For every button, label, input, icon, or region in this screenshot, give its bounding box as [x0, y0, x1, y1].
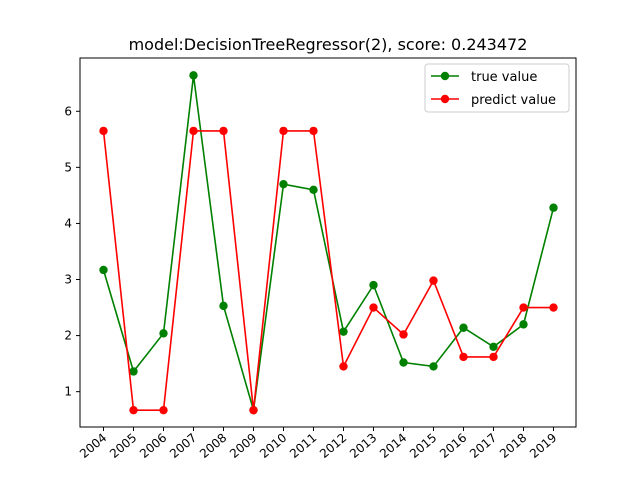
point-predict-value-2009: [249, 405, 258, 415]
point-predict-value-2014: [399, 330, 408, 339]
legend-box: [424, 63, 570, 113]
y-tick-label-4: 4: [64, 216, 72, 230]
y-tick-label-3: 3: [64, 273, 72, 287]
y-tick-label-6: 6: [64, 104, 72, 118]
point-predict-value-2008: [219, 126, 228, 136]
point-true-value-2013: [369, 280, 378, 290]
chart-title: model:DecisionTreeRegressor(2), score: 0…: [129, 35, 528, 54]
point-predict-value-2015: [429, 276, 438, 285]
series-layer: [99, 71, 558, 415]
point-predict-value-2007: [189, 126, 198, 136]
point-true-value-2017: [489, 342, 498, 352]
point-true-value-2016: [459, 323, 468, 332]
point-true-value-2011: [309, 185, 318, 194]
plot-frame: [79, 57, 577, 428]
series-line-predict-value: [102, 130, 554, 411]
point-predict-value-2016: [459, 352, 468, 362]
point-true-value-2018: [519, 320, 528, 329]
y-tick-label-5: 5: [64, 160, 72, 174]
point-predict-value-2005: [129, 405, 138, 415]
point-predict-value-2010: [279, 126, 288, 136]
point-predict-value-2011: [309, 126, 318, 136]
point-true-value-2012: [339, 327, 348, 336]
point-true-value-2004: [99, 265, 108, 275]
point-true-value-2019: [549, 203, 558, 212]
point-predict-value-2006: [159, 405, 168, 415]
point-true-value-2015: [429, 362, 438, 371]
point-true-value-2005: [129, 367, 138, 376]
point-predict-value-2012: [339, 362, 348, 371]
point-true-value-2007: [189, 71, 198, 80]
point-predict-value-2013: [369, 303, 378, 312]
point-predict-value-2018: [519, 303, 528, 312]
point-true-value-2006: [159, 329, 168, 338]
point-true-value-2014: [399, 358, 408, 367]
legend: true value predict value: [424, 63, 570, 113]
legend-label-predict-value: predict value: [471, 93, 556, 108]
y-tick-label-1: 1: [64, 385, 72, 399]
y-tick-label-2: 2: [64, 329, 72, 343]
point-predict-value-2019: [549, 303, 558, 312]
point-true-value-2010: [279, 179, 288, 189]
legend-label-true-value: true value: [471, 70, 537, 85]
point-predict-value-2004: [99, 126, 108, 136]
series-line-true-value: [102, 75, 555, 411]
legend-marker-predict-value: [440, 94, 450, 104]
point-predict-value-2017: [489, 352, 498, 362]
point-true-value-2008: [219, 301, 228, 311]
legend-marker-true-value: [440, 71, 450, 81]
